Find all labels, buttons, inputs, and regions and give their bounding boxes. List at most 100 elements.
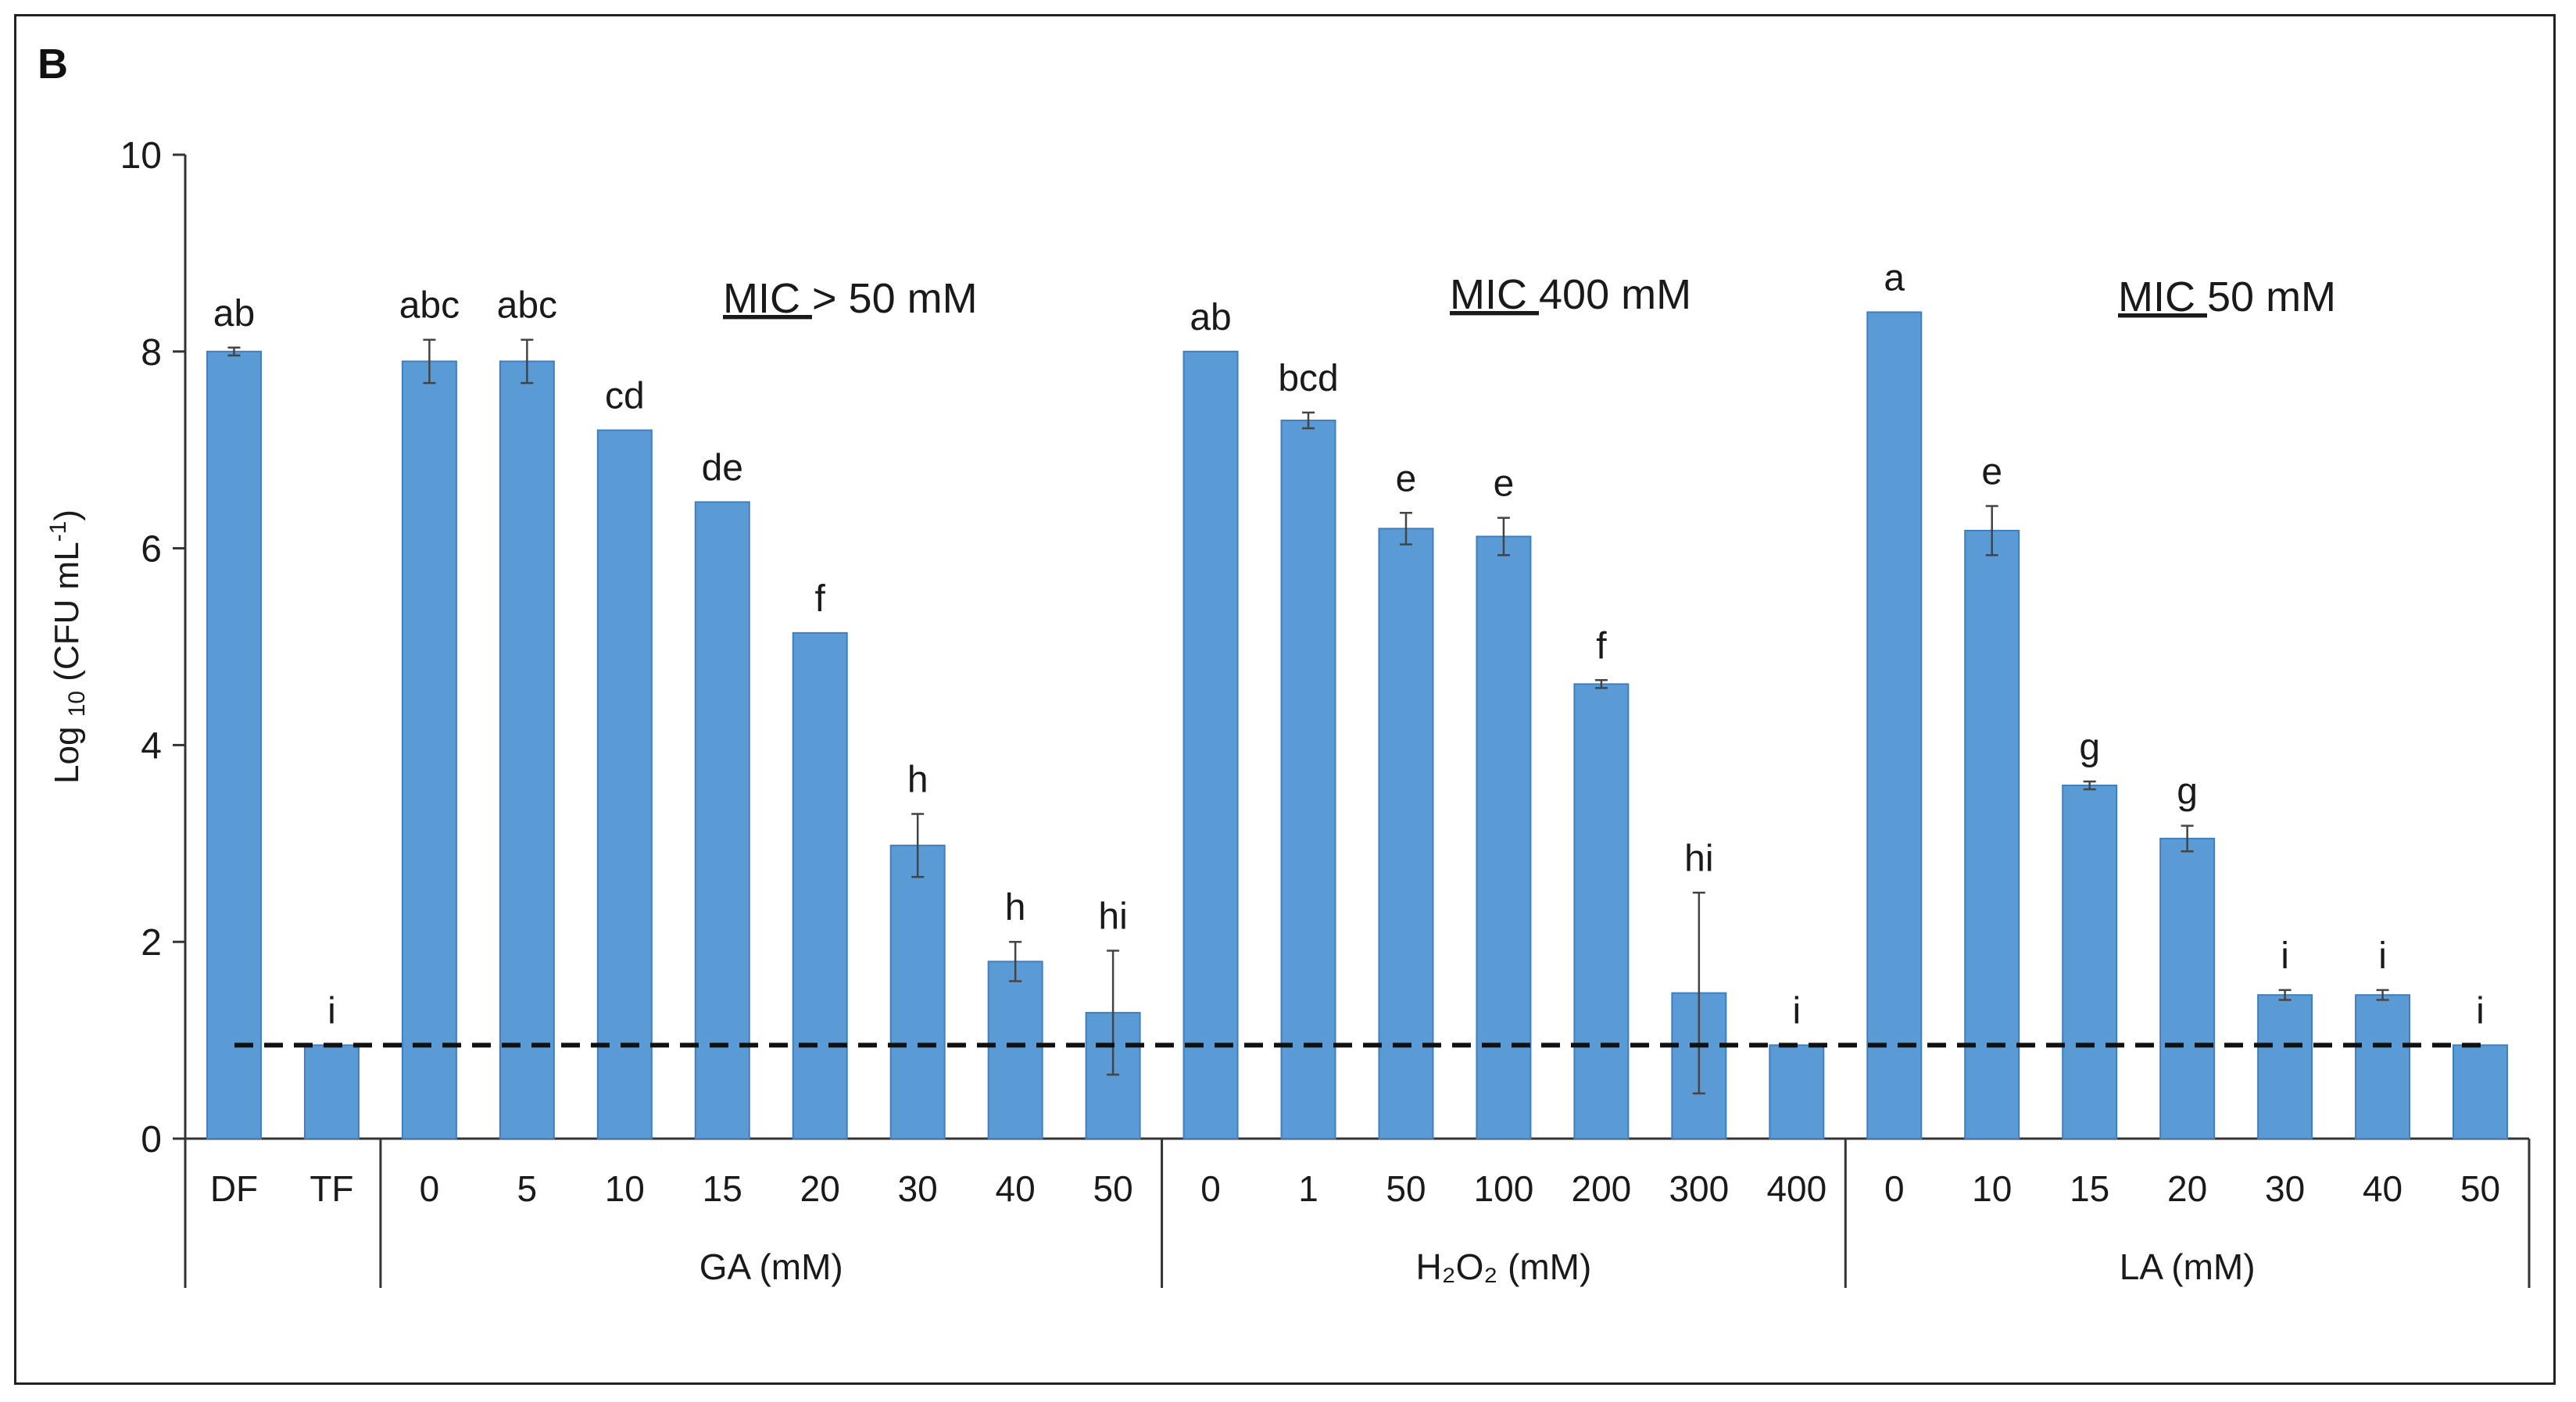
error-bar: [911, 813, 925, 878]
error-bar: [1692, 892, 1705, 1095]
bar: [1866, 311, 1923, 1140]
category-label: 40: [996, 1168, 1036, 1209]
y-axis-label-prefix: Log: [48, 717, 86, 784]
error-bars: [227, 338, 2389, 1095]
category-label: 5: [517, 1168, 538, 1209]
significance-letter: i: [2476, 990, 2485, 1032]
error-bar: [2278, 989, 2292, 1001]
significance-letter: i: [2281, 935, 2289, 977]
mic-value: > 50 mM: [812, 275, 978, 322]
mic-underlined: MIC: [723, 275, 812, 322]
error-bar: [1302, 411, 1315, 430]
category-label: 50: [1386, 1168, 1426, 1209]
error-bar: [1107, 950, 1120, 1076]
error-bar: [2181, 824, 2194, 853]
significance-letter: hi: [1684, 838, 1713, 879]
significance-letter: e: [1396, 458, 1417, 499]
error-bar: [1497, 517, 1510, 556]
bar: [889, 844, 946, 1139]
mic-underlined: MIC: [2118, 274, 2207, 320]
error-bar: [1009, 940, 1022, 982]
bar: [206, 350, 262, 1139]
significance-letter: i: [327, 990, 336, 1032]
category-label: 20: [2167, 1168, 2207, 1209]
mic-annotations: MIC > 50 mM MIC 400 mM MIC 50 mM: [723, 271, 2336, 322]
category-label: TF: [309, 1168, 353, 1209]
bar: [596, 429, 653, 1139]
bar: [401, 360, 457, 1139]
bar: [1769, 1044, 1825, 1140]
significance-letter: hi: [1098, 896, 1127, 938]
significance-letter: f: [1596, 625, 1607, 667]
mic-annotation: MIC > 50 mM: [723, 275, 978, 322]
bar: [694, 501, 750, 1139]
bar: [499, 360, 555, 1139]
bar: [2257, 994, 2313, 1140]
mic-annotation: MIC 400 mM: [1450, 271, 1691, 318]
significance-letter: abc: [399, 285, 460, 327]
y-axis-label-superscript: -1: [45, 521, 71, 542]
error-bar: [2376, 989, 2389, 1001]
error-bar: [2083, 780, 2096, 791]
bar: [1085, 1011, 1141, 1140]
significance-letter: f: [815, 578, 826, 620]
category-labels: DF TF 0 5 10 15 20 30 40 50 0 1 50 100 200 300 400 0 10 15 2…: [210, 1168, 2500, 1209]
category-label: 50: [2460, 1168, 2500, 1209]
category-label: 0: [1200, 1168, 1221, 1209]
significance-letter: i: [2378, 935, 2387, 977]
y-tick-label: 2: [141, 922, 162, 964]
group-label: LA (mM): [2120, 1246, 2256, 1287]
category-label: 15: [703, 1168, 742, 1209]
mic-value: 50 mM: [2207, 274, 2336, 320]
significance-letter: de: [702, 447, 743, 488]
bars: [206, 311, 2509, 1140]
category-label: 100: [1474, 1168, 1534, 1209]
category-label: 400: [1766, 1168, 1826, 1209]
y-axis-label: Log 10 (CFU mL-1): [45, 510, 90, 784]
mic-underlined: MIC: [1450, 271, 1539, 318]
bar: [1280, 419, 1336, 1139]
error-bar: [1594, 679, 1608, 689]
category-label: 0: [420, 1168, 440, 1209]
category-label: 20: [800, 1168, 840, 1209]
significance-letter: g: [2079, 727, 2100, 768]
y-tick-label: 6: [141, 529, 162, 570]
bar: [2453, 1044, 2509, 1140]
y-tick-label: 10: [120, 135, 162, 177]
y-axis-title: Log 10 (CFU mL-1): [45, 510, 90, 784]
y-axis-label-suffix: (CFU mL: [48, 542, 86, 691]
error-bar: [1985, 505, 1998, 556]
error-bar: [227, 346, 241, 357]
bar: [792, 631, 848, 1139]
bar: [1182, 350, 1239, 1139]
error-bar: [521, 338, 534, 384]
significance-letter: h: [907, 760, 928, 801]
significance-letter: e: [1494, 463, 1515, 505]
category-label: 30: [2265, 1168, 2305, 1209]
panel-label: B: [38, 41, 68, 88]
category-label: 1: [1298, 1168, 1318, 1209]
y-tick-label: 4: [141, 725, 162, 767]
significance-letters: ab i abc abc cd de f h h hi ab bcd e e f hi i a e g g i i i: [213, 257, 2485, 1032]
y-tick-label: 8: [141, 332, 162, 374]
category-label: 15: [2070, 1168, 2109, 1209]
error-bar: [423, 338, 436, 384]
category-label: 0: [1884, 1168, 1905, 1209]
bar: [1476, 535, 1532, 1139]
category-label: 200: [1572, 1168, 1632, 1209]
bar: [2159, 838, 2216, 1139]
bar: [1964, 529, 2020, 1139]
category-label: 10: [1972, 1168, 2012, 1209]
bar: [303, 1044, 360, 1140]
category-label: 50: [1093, 1168, 1133, 1209]
significance-letter: ab: [1190, 297, 1231, 338]
bar: [2062, 785, 2118, 1139]
significance-letter: i: [1792, 990, 1801, 1032]
mic-value: 400 mM: [1539, 271, 1691, 318]
group-labels: GA (mM) H₂O₂ (mM) LA (mM): [184, 1139, 2531, 1288]
y-tick-label: 0: [141, 1119, 162, 1161]
category-label: 10: [605, 1168, 645, 1209]
significance-letter: cd: [605, 376, 645, 417]
significance-letter: h: [1005, 887, 1026, 928]
